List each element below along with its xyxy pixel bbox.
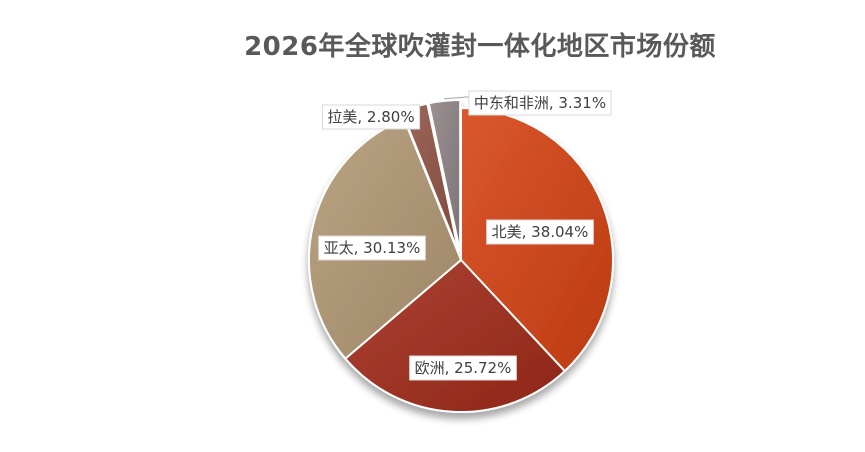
- svg-text:拉美, 2.80%: 拉美, 2.80%: [327, 108, 414, 126]
- data-label-3: 亚太, 30.13%: [318, 235, 426, 261]
- pie-slice-5: [427, 99, 462, 253]
- leader-lines: [444, 96, 469, 100]
- data-labels: 北美, 38.04% 欧洲, 25.72% 亚太, 30.13% 拉美, 2.80% 中…: [318, 90, 612, 381]
- data-label-2: 欧洲, 25.72%: [409, 355, 517, 381]
- data-label-5: 中东和非洲, 3.31%: [468, 90, 612, 116]
- svg-text:亚太, 30.13%: 亚太, 30.13%: [324, 239, 421, 257]
- chart-title: 2026年全球吹灌封一体化地区市场份额: [244, 32, 716, 62]
- svg-text:北美, 38.04%: 北美, 38.04%: [492, 223, 589, 241]
- leader-line-5: [444, 96, 469, 100]
- svg-text:欧洲, 25.72%: 欧洲, 25.72%: [415, 359, 512, 377]
- data-label-1: 北美, 38.04%: [486, 219, 594, 245]
- data-label-4: 拉美, 2.80%: [321, 104, 421, 130]
- svg-text:中东和非洲, 3.31%: 中东和非洲, 3.31%: [474, 94, 606, 112]
